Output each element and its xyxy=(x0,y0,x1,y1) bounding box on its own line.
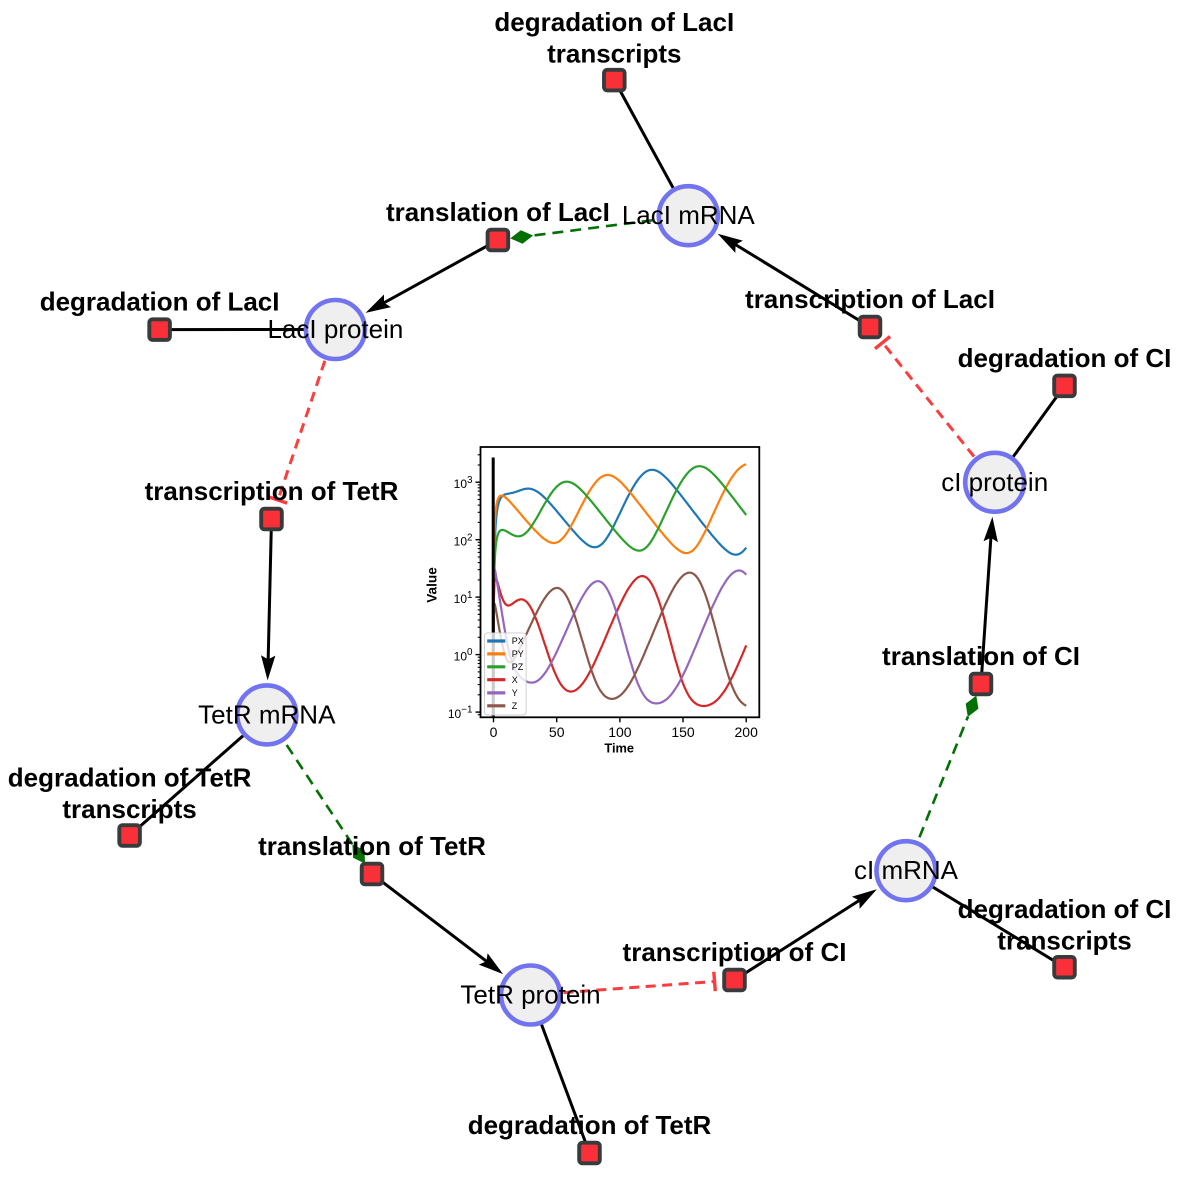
svg-text:cI mRNA: cI mRNA xyxy=(854,855,959,885)
svg-text:translation of CI: translation of CI xyxy=(882,641,1080,671)
svg-text:degradation of CI: degradation of CI xyxy=(958,894,1172,924)
svg-text:transcription of LacI: transcription of LacI xyxy=(745,284,995,314)
svg-text:50: 50 xyxy=(549,724,565,740)
svg-text:150: 150 xyxy=(671,724,695,740)
svg-text:Y: Y xyxy=(512,688,518,698)
svg-text:0: 0 xyxy=(490,724,498,740)
svg-text:degradation of TetR: degradation of TetR xyxy=(468,1110,712,1140)
svg-text:transcription of TetR: transcription of TetR xyxy=(145,476,399,506)
svg-text:X: X xyxy=(512,675,518,685)
svg-text:LacI protein: LacI protein xyxy=(267,314,403,344)
svg-text:translation of LacI: translation of LacI xyxy=(386,197,610,227)
svg-text:transcripts: transcripts xyxy=(62,794,196,824)
svg-text:Value: Value xyxy=(424,567,439,603)
svg-text:PZ: PZ xyxy=(512,662,524,672)
svg-text:transcription of CI: transcription of CI xyxy=(623,937,847,967)
svg-text:cI protein: cI protein xyxy=(941,467,1048,497)
svg-text:translation of TetR: translation of TetR xyxy=(258,831,486,861)
svg-text:degradation of CI: degradation of CI xyxy=(958,343,1172,373)
svg-text:degradation of LacI: degradation of LacI xyxy=(40,287,280,317)
svg-text:degradation of LacI: degradation of LacI xyxy=(494,7,734,37)
svg-text:Z: Z xyxy=(512,701,518,711)
svg-text:transcripts: transcripts xyxy=(547,39,681,69)
svg-text:TetR mRNA: TetR mRNA xyxy=(198,699,336,729)
svg-text:Time: Time xyxy=(604,740,634,755)
svg-text:transcripts: transcripts xyxy=(997,926,1131,956)
svg-text:200: 200 xyxy=(735,724,759,740)
svg-text:TetR protein: TetR protein xyxy=(460,980,600,1010)
svg-text:degradation of TetR: degradation of TetR xyxy=(8,763,252,793)
svg-text:PY: PY xyxy=(512,649,524,659)
svg-text:PX: PX xyxy=(512,636,524,646)
svg-text:100: 100 xyxy=(608,724,632,740)
svg-text:LacI mRNA: LacI mRNA xyxy=(622,200,756,230)
